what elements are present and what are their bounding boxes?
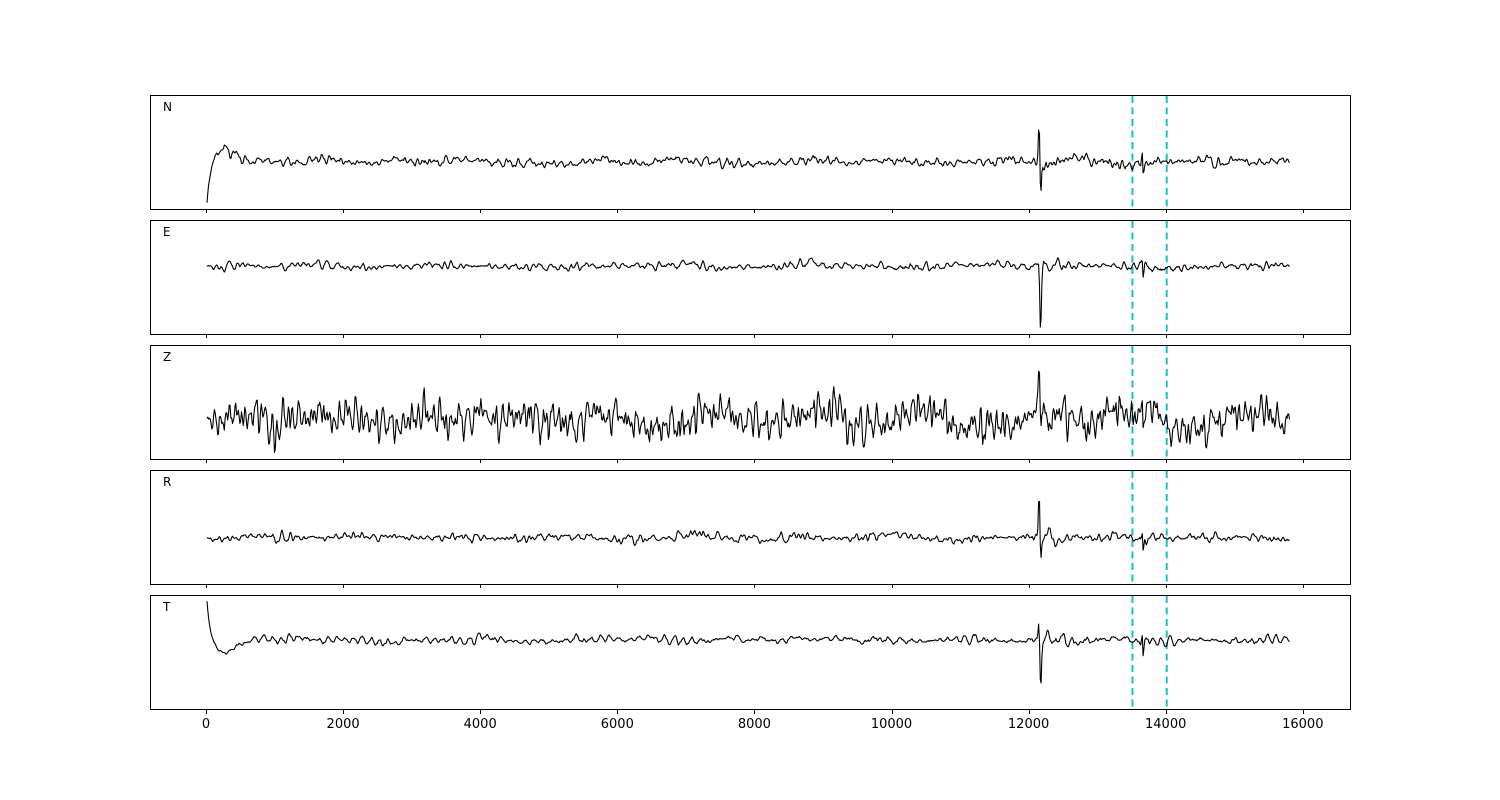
x-tick-T-14000 [1165,709,1167,714]
x-tick-label-8000: 8000 [737,717,771,732]
trace-E [206,257,1290,328]
x-tick-label-0: 0 [201,717,211,732]
trace-T [206,601,1290,684]
x-tick-T-6000 [617,709,619,714]
panel-label-N: N [163,100,172,114]
x-tick-N-2000 [343,209,345,213]
x-tick-label-12000: 12000 [1007,717,1050,732]
x-tick-N-14000 [1165,209,1167,213]
x-tick-Z-2000 [343,459,345,463]
x-tick-R-10000 [891,584,893,588]
panel-label-R: R [163,475,172,489]
x-tick-E-12000 [1028,334,1030,338]
panel-E: E [150,220,1351,335]
x-tick-N-8000 [754,209,756,213]
x-tick-R-4000 [480,584,482,588]
x-tick-Z-6000 [617,459,619,463]
panel-label-T: T [163,600,171,614]
x-tick-E-6000 [617,334,619,338]
x-tick-N-12000 [1028,209,1030,213]
x-tick-label-6000: 6000 [600,717,634,732]
x-tick-R-16000 [1302,584,1304,588]
x-tick-T-2000 [343,709,345,714]
x-tick-E-4000 [480,334,482,338]
x-tick-Z-12000 [1028,459,1030,463]
trace-plot-E [206,221,1290,334]
x-tick-E-14000 [1165,334,1167,338]
panel-R: R [150,470,1351,585]
panel-N: N [150,95,1351,210]
x-tick-label-2000: 2000 [326,717,360,732]
x-tick-R-6000 [617,584,619,588]
x-tick-R-8000 [754,584,756,588]
x-tick-T-16000 [1302,709,1304,714]
x-tick-N-6000 [617,209,619,213]
x-tick-T-8000 [754,709,756,714]
x-tick-R-14000 [1165,584,1167,588]
x-tick-E-10000 [891,334,893,338]
x-tick-T-12000 [1028,709,1030,714]
panel-label-E: E [163,225,171,239]
x-tick-R-12000 [1028,584,1030,588]
x-tick-T-10000 [891,709,893,714]
x-tick-Z-4000 [480,459,482,463]
panel-label-Z: Z [163,350,172,364]
x-tick-R-0 [206,584,207,588]
x-tick-N-10000 [891,209,893,213]
x-tick-Z-14000 [1165,459,1167,463]
x-tick-N-16000 [1302,209,1304,213]
x-tick-Z-0 [206,459,207,463]
trace-plot-N [206,96,1290,209]
trace-N [206,129,1290,203]
trace-R [206,500,1290,559]
x-tick-label-4000: 4000 [463,717,497,732]
x-tick-N-0 [206,209,207,213]
x-tick-Z-16000 [1302,459,1304,463]
x-tick-T-4000 [480,709,482,714]
x-tick-label-14000: 14000 [1145,717,1187,732]
x-tick-E-0 [206,334,207,338]
x-tick-R-2000 [343,584,345,588]
x-tick-E-8000 [754,334,756,338]
panel-Z: Z [150,345,1351,460]
x-tick-label-10000: 10000 [870,717,913,732]
trace-plot-Z [206,346,1291,459]
trace-plot-T [206,596,1290,709]
trace-Z [206,370,1291,454]
x-tick-Z-8000 [754,459,756,463]
x-tick-T-0 [206,709,207,714]
x-tick-E-2000 [343,334,345,338]
x-tick-Z-10000 [891,459,893,463]
trace-plot-R [206,471,1290,584]
x-tick-label-16000: 16000 [1282,717,1324,732]
x-tick-N-4000 [480,209,482,213]
panel-T: T [150,595,1351,710]
x-tick-E-16000 [1302,334,1304,338]
